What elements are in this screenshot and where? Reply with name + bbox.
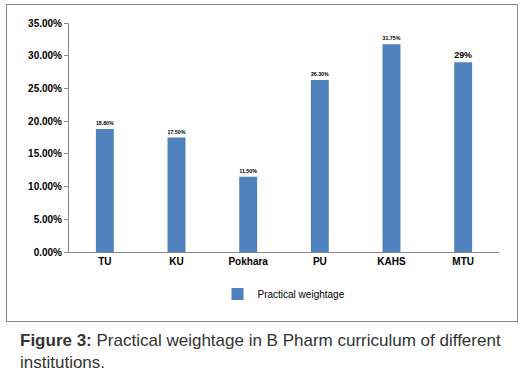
svg-text:26.30%: 26.30% (311, 71, 329, 77)
svg-text:18.80%: 18.80% (96, 120, 114, 126)
svg-text:TU: TU (98, 256, 111, 267)
svg-text:11.50%: 11.50% (239, 168, 257, 174)
svg-text:MTU: MTU (452, 256, 474, 267)
svg-text:20.00%: 20.00% (28, 116, 62, 127)
svg-text:Pokhara: Pokhara (228, 256, 268, 267)
svg-text:15.00%: 15.00% (28, 148, 62, 159)
svg-text:30.00%: 30.00% (28, 50, 62, 61)
svg-text:0.00%: 0.00% (34, 247, 62, 258)
svg-text:25.00%: 25.00% (28, 83, 62, 94)
svg-text:Practical weightage: Practical weightage (258, 289, 345, 300)
svg-text:KAHS: KAHS (377, 256, 406, 267)
svg-text:5.00%: 5.00% (34, 214, 62, 225)
svg-text:10.00%: 10.00% (28, 181, 62, 192)
svg-text:KU: KU (169, 256, 183, 267)
svg-text:31.75%: 31.75% (383, 35, 401, 41)
svg-text:17.50%: 17.50% (168, 129, 186, 135)
html-text:Figure 3: Practical weightage: Figure 3: Practical weightage in B Pharm… (20, 331, 501, 372)
svg-text:35.00%: 35.00% (28, 18, 62, 29)
svg-text:PU: PU (313, 256, 327, 267)
svg-text:29%: 29% (454, 50, 472, 60)
